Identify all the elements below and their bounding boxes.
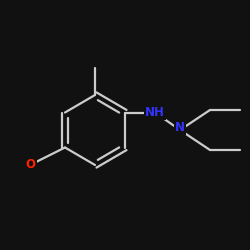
Text: N: N: [175, 121, 185, 134]
Text: NH: NH: [145, 106, 165, 119]
Text: O: O: [25, 158, 35, 172]
